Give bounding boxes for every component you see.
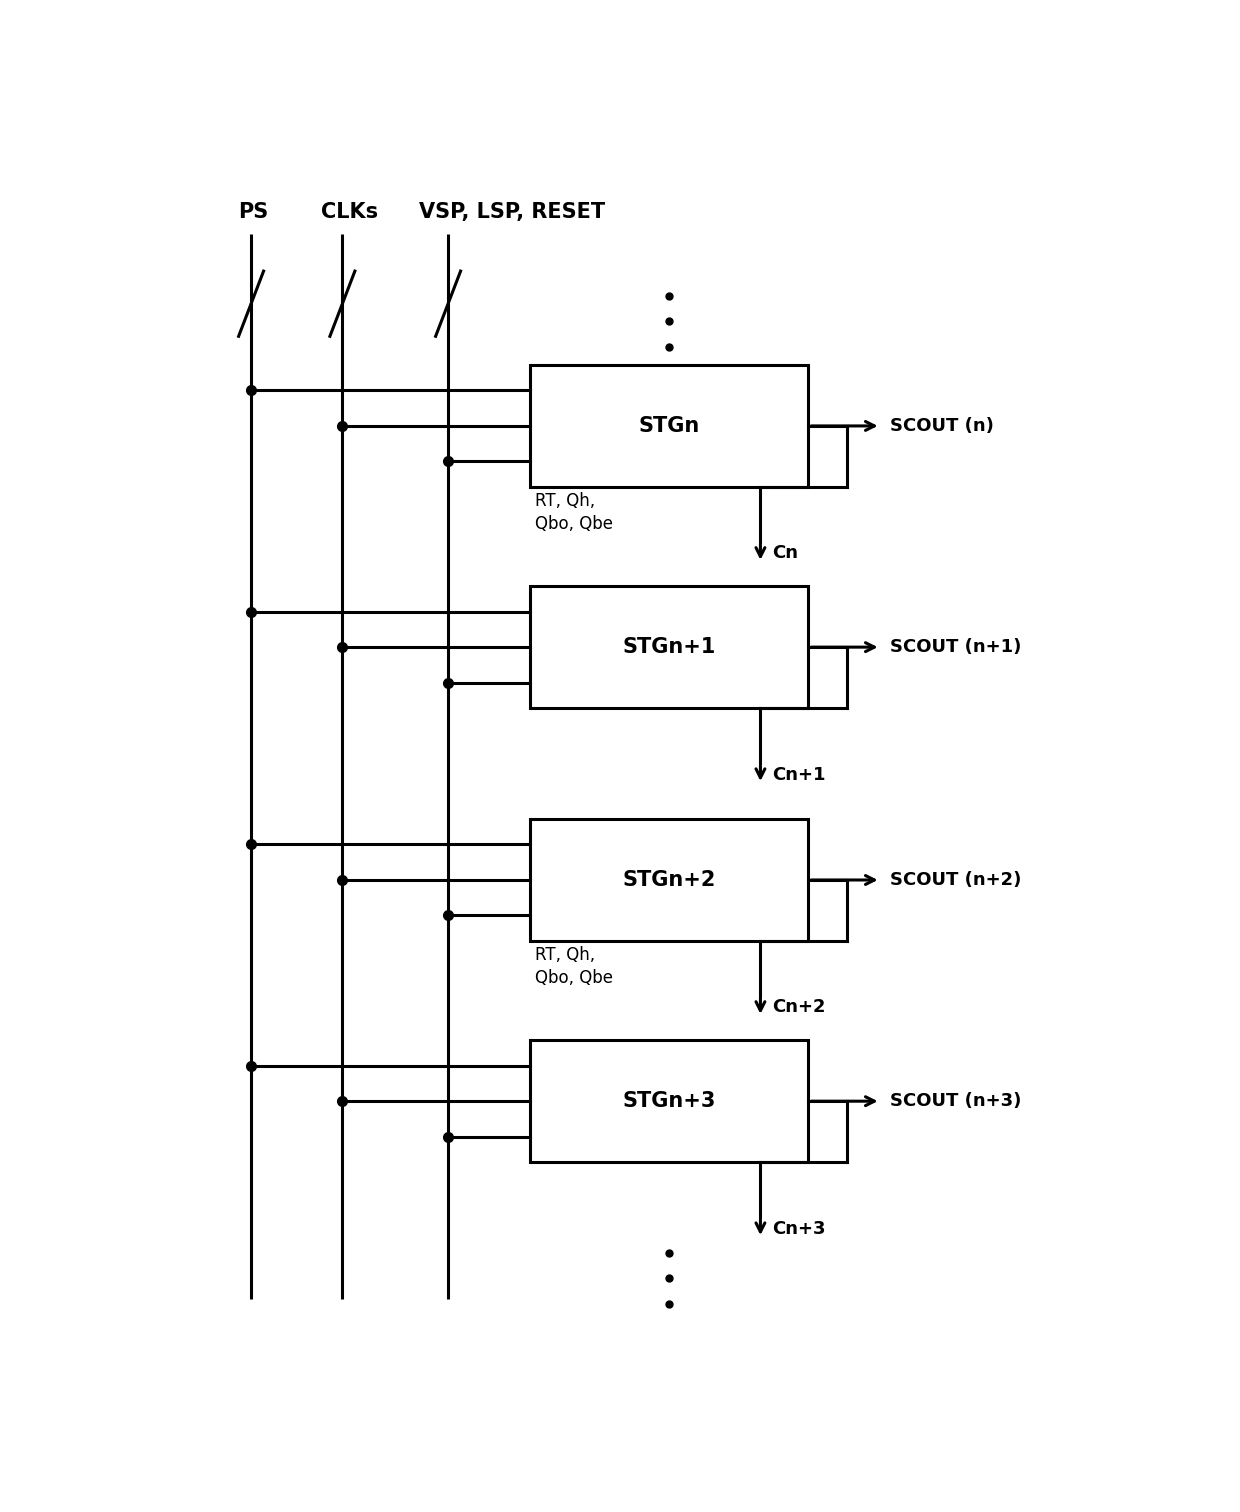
Text: STGn+1: STGn+1 — [622, 637, 715, 658]
Text: STGn+2: STGn+2 — [622, 869, 715, 891]
Bar — [529, 364, 808, 487]
Text: Cn+2: Cn+2 — [773, 998, 826, 1016]
Text: Cn+3: Cn+3 — [773, 1220, 826, 1238]
Text: Cn: Cn — [773, 544, 799, 562]
Bar — [529, 1040, 808, 1163]
Bar — [529, 587, 808, 708]
Text: SCOUT (n): SCOUT (n) — [890, 417, 994, 435]
Text: SCOUT (n+1): SCOUT (n+1) — [890, 638, 1022, 656]
Text: RT, Qh,
Qbo, Qbe: RT, Qh, Qbo, Qbe — [534, 491, 613, 534]
Bar — [529, 820, 808, 940]
Text: CLKs: CLKs — [321, 203, 378, 222]
Text: SCOUT (n+3): SCOUT (n+3) — [890, 1092, 1022, 1110]
Text: RT, Qh,
Qbo, Qbe: RT, Qh, Qbo, Qbe — [534, 947, 613, 987]
Text: STGn: STGn — [639, 416, 699, 435]
Text: STGn+3: STGn+3 — [622, 1092, 715, 1111]
Text: SCOUT (n+2): SCOUT (n+2) — [890, 871, 1022, 889]
Text: VSP, LSP, RESET: VSP, LSP, RESET — [419, 203, 605, 222]
Text: Cn+1: Cn+1 — [773, 765, 826, 783]
Text: PS: PS — [238, 203, 269, 222]
